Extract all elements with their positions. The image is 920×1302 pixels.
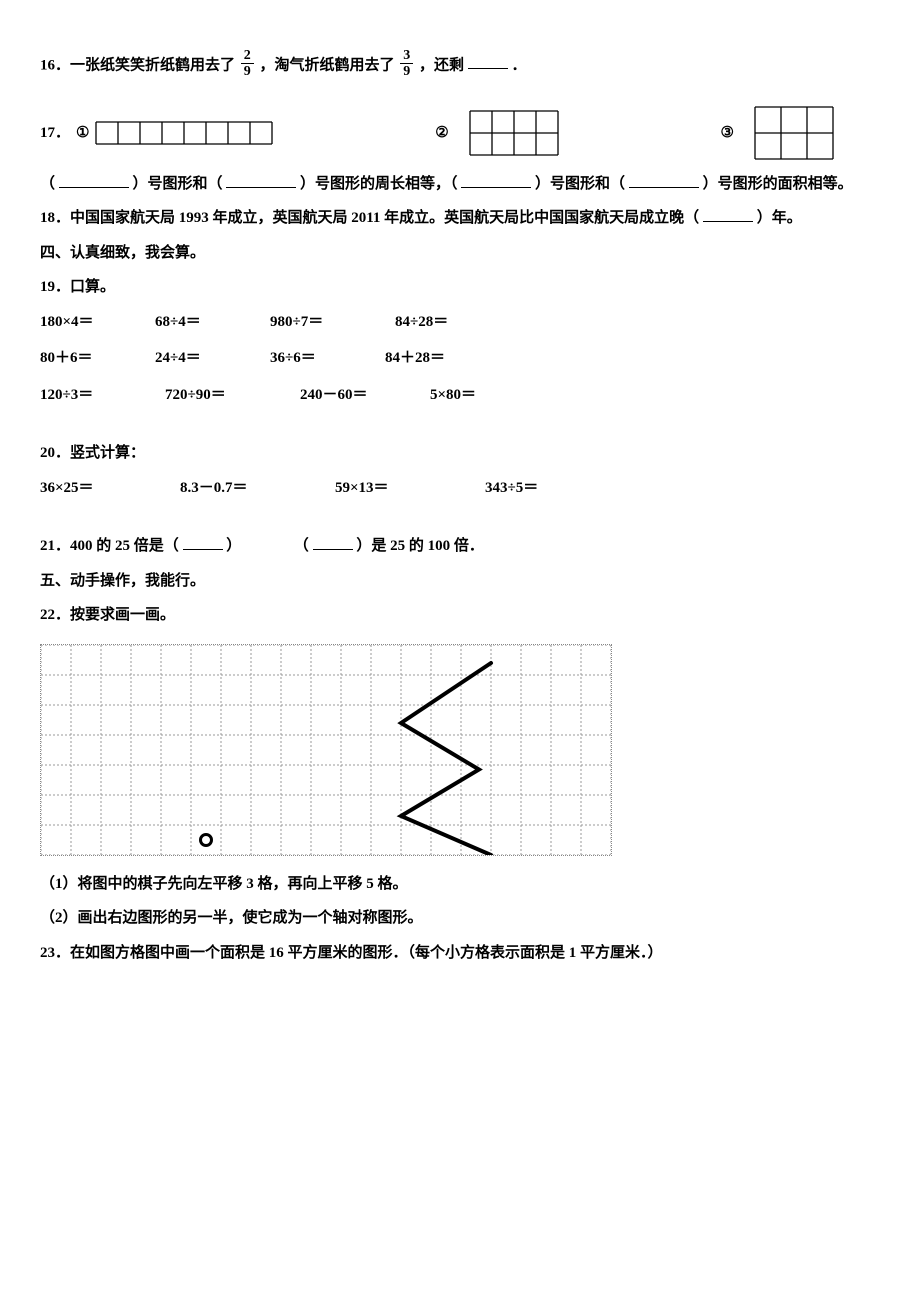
q16-text-c: ，还剩 bbox=[419, 57, 464, 73]
frac-2-9: 2 9 bbox=[241, 48, 254, 80]
q23: 23．在如图方格图中画一个面积是 16 平方厘米的图形．（每个小方格表示面积是 … bbox=[40, 939, 880, 968]
q17-shapes-row: 17． ① ② ③ bbox=[40, 106, 880, 160]
q22-grid bbox=[40, 644, 612, 856]
shape-2 bbox=[469, 110, 559, 156]
calc-item: 720÷90＝ bbox=[165, 381, 300, 410]
circled-3: ③ bbox=[721, 119, 734, 148]
q21-blank-2[interactable] bbox=[313, 534, 353, 550]
q21-gap bbox=[245, 538, 290, 554]
q22-sub2: （2）画出右边图形的另一半，使它成为一个轴对称图形。 bbox=[40, 904, 880, 933]
circled-1: ① bbox=[76, 119, 89, 148]
calc-item: 36×25＝ bbox=[40, 474, 180, 503]
q17-label: 17． bbox=[40, 119, 70, 148]
q17-blank-4[interactable] bbox=[629, 172, 699, 188]
calc-item: 5×80＝ bbox=[430, 381, 530, 410]
calc-item: 24÷4＝ bbox=[155, 344, 270, 373]
q17-c: ）号图形的周长相等，（ bbox=[300, 176, 458, 192]
calc-item: 8.3－0.7＝ bbox=[180, 474, 335, 503]
q17-text: （ ）号图形和（ ）号图形的周长相等，（ ）号图形和（ ）号图形的面积相等。 bbox=[40, 170, 880, 199]
calc-item: 80＋6＝ bbox=[40, 344, 155, 373]
q16-text-a: 16．一张纸笑笑折纸鹤用去了 bbox=[40, 57, 235, 73]
q16-text-d: ． bbox=[512, 57, 527, 73]
q21-d: ）是 25 的 100 倍． bbox=[356, 538, 484, 554]
q19-label: 19．口算。 bbox=[40, 273, 880, 302]
q22-sub1: （1）将图中的棋子先向左平移 3 格，再向上平移 5 格。 bbox=[40, 870, 880, 899]
q21: 21．400 的 25 倍是（ ） （ ）是 25 的 100 倍． bbox=[40, 532, 880, 561]
q21-c: （ bbox=[294, 538, 309, 554]
calc-item: 36÷6＝ bbox=[270, 344, 385, 373]
frac-3-9: 3 9 bbox=[400, 48, 413, 80]
q18: 18．中国国家航天局 1993 年成立，英国航天局 2011 年成立。英国航天局… bbox=[40, 204, 880, 233]
q22-label: 22．按要求画一画。 bbox=[40, 601, 880, 630]
calc-row-2: 80＋6＝24÷4＝36÷6＝84＋28＝ bbox=[40, 344, 880, 373]
calc-item: 84÷28＝ bbox=[395, 308, 495, 337]
q16: 16．一张纸笑笑折纸鹤用去了 2 9 ，淘气折纸鹤用去了 3 9 ，还剩 ． bbox=[40, 50, 880, 82]
calc-item: 84＋28＝ bbox=[385, 344, 485, 373]
q17-blank-1[interactable] bbox=[59, 172, 129, 188]
q21-a: 21．400 的 25 倍是（ bbox=[40, 538, 179, 554]
section-5-title: 五、动手操作，我能行。 bbox=[40, 567, 880, 596]
q17-blank-2[interactable] bbox=[226, 172, 296, 188]
calc-row-1: 180×4＝68÷4＝980÷7＝84÷28＝ bbox=[40, 308, 880, 337]
calc-item: 343÷5＝ bbox=[485, 474, 585, 503]
calc-row-3: 120÷3＝720÷90＝240－60＝5×80＝ bbox=[40, 381, 880, 410]
q21-b: ） bbox=[226, 538, 241, 554]
q17-a: （ bbox=[40, 176, 55, 192]
calc-item: 59×13＝ bbox=[335, 474, 485, 503]
shape-3 bbox=[754, 106, 834, 160]
q17-b: ）号图形和（ bbox=[133, 176, 223, 192]
calc-item: 68÷4＝ bbox=[155, 308, 270, 337]
section-4-title: 四、认真细致，我会算。 bbox=[40, 239, 880, 268]
calc-row-4: 36×25＝8.3－0.7＝59×13＝343÷5＝ bbox=[40, 474, 880, 503]
q21-blank-1[interactable] bbox=[183, 534, 223, 550]
circled-2: ② bbox=[435, 119, 448, 148]
calc-item: 240－60＝ bbox=[300, 381, 430, 410]
q17-blank-3[interactable] bbox=[461, 172, 531, 188]
q16-text-b: ，淘气折纸鹤用去了 bbox=[260, 57, 395, 73]
q18-blank[interactable] bbox=[703, 206, 753, 222]
q18-b: ）年。 bbox=[757, 210, 802, 226]
q18-a: 18．中国国家航天局 1993 年成立，英国航天局 2011 年成立。英国航天局… bbox=[40, 210, 699, 226]
calc-item: 120÷3＝ bbox=[40, 381, 165, 410]
shape-1 bbox=[95, 121, 273, 145]
calc-item: 980÷7＝ bbox=[270, 308, 395, 337]
q17-e: ）号图形的面积相等。 bbox=[703, 176, 853, 192]
q17-d: ）号图形和（ bbox=[535, 176, 625, 192]
calc-item: 180×4＝ bbox=[40, 308, 155, 337]
q16-blank[interactable] bbox=[468, 53, 508, 69]
q20-label: 20．竖式计算： bbox=[40, 439, 880, 468]
